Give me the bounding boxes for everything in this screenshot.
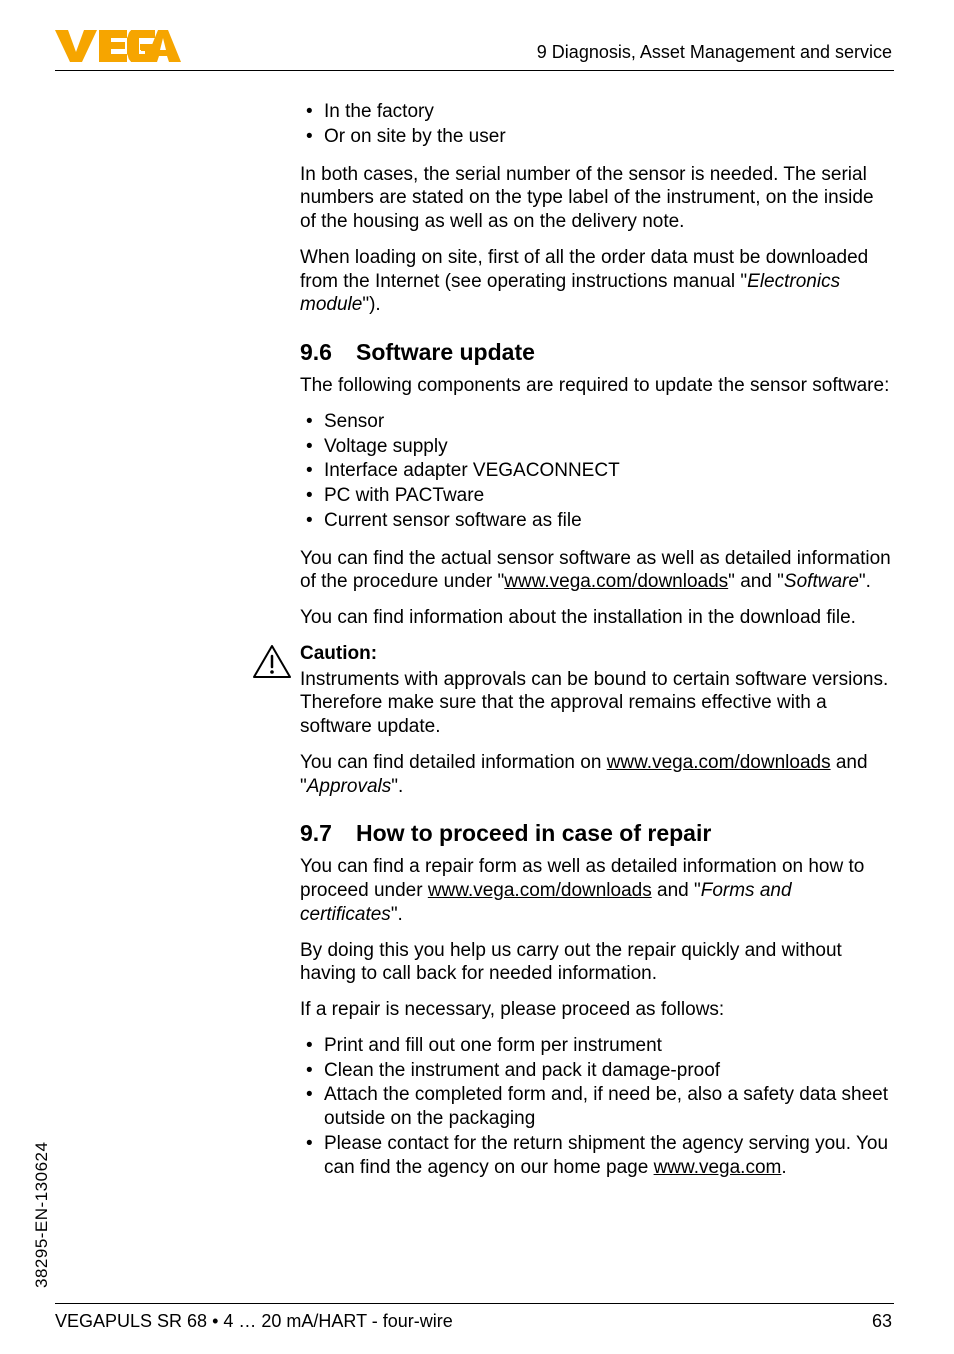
caution-block: Caution: Instruments with approvals can … (300, 642, 892, 739)
procedure-list: Print and fill out one form per instrume… (300, 1034, 892, 1180)
heading-number: 9.6 (300, 339, 332, 366)
list-item: Sensor (300, 410, 892, 434)
list-item: Voltage supply (300, 435, 892, 459)
paragraph: If a repair is necessary, please proceed… (300, 998, 892, 1022)
text-run: "). (362, 294, 380, 315)
footer-rule (55, 1303, 894, 1304)
document-code-vertical: 38295-EN-130624 (32, 1142, 52, 1288)
heading-9-7: 9.7 How to proceed in case of repair (300, 820, 892, 847)
list-item: In the factory (300, 100, 892, 124)
text-run: Please contact for the return shipment t… (324, 1133, 888, 1178)
heading-title: Software update (356, 339, 535, 365)
caution-icon (252, 644, 292, 685)
paragraph: In both cases, the serial number of the … (300, 163, 892, 234)
vega-logo (55, 28, 183, 69)
paragraph: The following components are required to… (300, 374, 892, 398)
text-run-italic: Software (784, 571, 859, 592)
requirements-list: Sensor Voltage supply Interface adapter … (300, 410, 892, 533)
page: 9 Diagnosis, Asset Management and servic… (0, 0, 954, 1354)
link-text: www.vega.com/downloads (607, 752, 831, 773)
link-text: www.vega.com/downloads (428, 880, 652, 901)
text-run: " and " (728, 571, 784, 592)
intro-list: In the factory Or on site by the user (300, 100, 892, 149)
paragraph: By doing this you help us carry out the … (300, 939, 892, 987)
text-run: ". (391, 904, 403, 925)
list-item: Attach the completed form and, if need b… (300, 1083, 892, 1131)
heading-title: How to proceed in case of repair (356, 820, 711, 846)
text-run: You can find detailed information on (300, 752, 607, 773)
paragraph: You can find detailed information on www… (300, 751, 892, 799)
caution-text: Instruments with approvals can be bound … (300, 668, 892, 739)
text-run: . (781, 1157, 786, 1178)
list-item: Please contact for the return shipment t… (300, 1132, 892, 1180)
paragraph: You can find a repair form as well as de… (300, 855, 892, 926)
caution-label-text: Caution: (300, 643, 377, 664)
header-rule (55, 70, 894, 71)
footer-product-label: VEGAPULS SR 68 • 4 … 20 mA/HART - four-w… (55, 1311, 453, 1332)
text-run: and " (652, 880, 701, 901)
text-run: ". (859, 571, 871, 592)
list-item: Clean the instrument and pack it damage-… (300, 1059, 892, 1083)
header-section-label: 9 Diagnosis, Asset Management and servic… (537, 42, 892, 63)
heading-9-6: 9.6 Software update (300, 339, 892, 366)
content-column: In the factory Or on site by the user In… (300, 100, 892, 1193)
list-item: Interface adapter VEGACONNECT (300, 459, 892, 483)
heading-number: 9.7 (300, 820, 332, 847)
paragraph: You can find information about the insta… (300, 606, 892, 630)
paragraph: You can find the actual sensor software … (300, 547, 892, 595)
list-item: Current sensor software as file (300, 509, 892, 533)
list-item: PC with PACTware (300, 484, 892, 508)
link-text: www.vega.com (654, 1157, 782, 1178)
caution-label: Caution: (300, 642, 892, 666)
paragraph: When loading on site, first of all the o… (300, 246, 892, 317)
link-text: www.vega.com/downloads (504, 571, 728, 592)
text-run: ". (391, 776, 403, 797)
text-run-italic: Approvals (307, 776, 392, 797)
list-item: Or on site by the user (300, 125, 892, 149)
page-number: 63 (872, 1311, 892, 1332)
list-item: Print and fill out one form per instrume… (300, 1034, 892, 1058)
